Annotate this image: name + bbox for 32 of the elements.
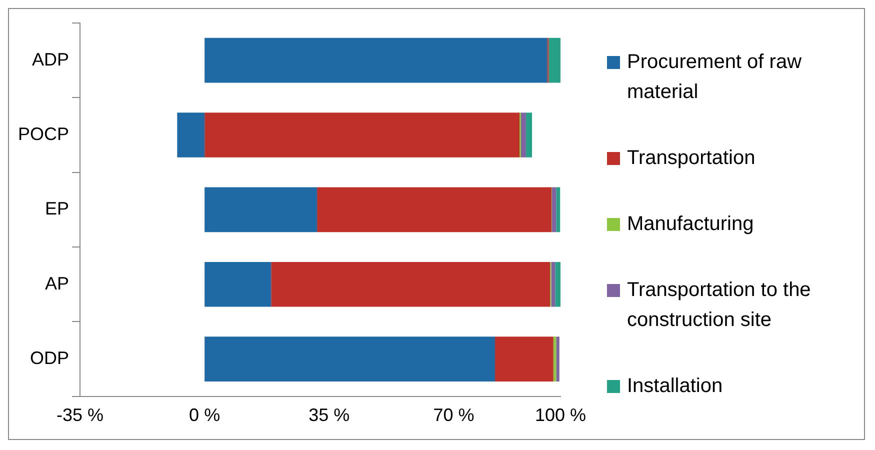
bar [526, 112, 532, 158]
bar [204, 336, 495, 382]
x-tick-label: 70 % [433, 405, 474, 426]
y-tick-label: AP [44, 273, 70, 294]
bar [548, 38, 560, 83]
y-tick-label: ADP [32, 49, 70, 70]
legend-label: Transportation [627, 146, 756, 171]
bar [317, 187, 552, 232]
y-tick-label: ODP [30, 348, 70, 368]
bar [204, 112, 520, 158]
y-tick-label: EP [44, 198, 70, 219]
legend-label: Installation [627, 374, 723, 399]
bar [204, 38, 548, 83]
x-tick-label: 35 % [308, 405, 350, 426]
bar [556, 336, 560, 382]
bar [551, 262, 556, 307]
x-tick-label: -35 % [56, 405, 104, 426]
bar [494, 336, 554, 382]
legend-label: Procurement of raw material [627, 50, 803, 105]
bar [552, 187, 556, 232]
bar [204, 187, 318, 232]
x-tick-label: 0 % [189, 405, 220, 426]
bar [271, 262, 550, 307]
x-tick-label: 100 % [534, 405, 586, 426]
bar [204, 262, 272, 307]
bar [555, 262, 560, 307]
bar [556, 187, 560, 232]
bar [177, 112, 205, 158]
legend-label: Transportation to the construction site [627, 278, 812, 333]
legend-label: Manufacturing [627, 212, 754, 237]
y-tick-label: POCP [18, 124, 70, 144]
bar [520, 112, 526, 158]
